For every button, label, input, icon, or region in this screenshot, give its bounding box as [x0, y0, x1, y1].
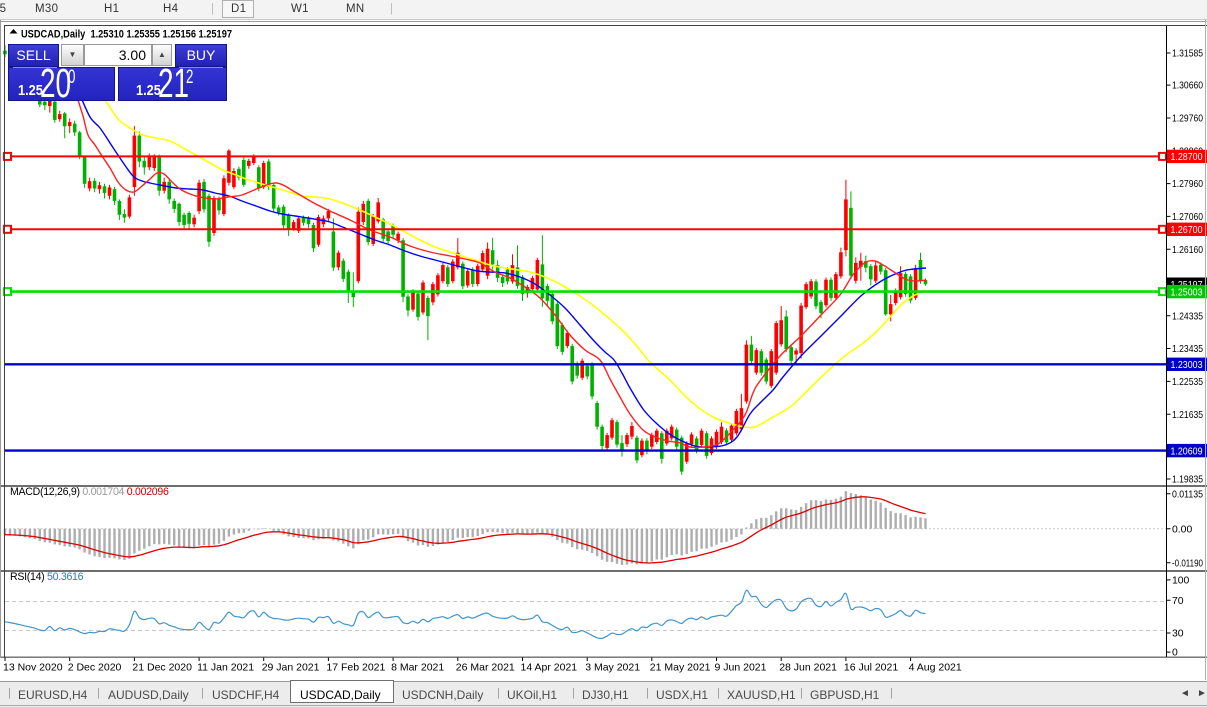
svg-text:1.27960: 1.27960	[1172, 179, 1203, 190]
svg-text:1.24335: 1.24335	[1172, 311, 1203, 322]
svg-text:1.28700: 1.28700	[1171, 152, 1203, 163]
svg-text:1.25003: 1.25003	[1171, 287, 1203, 298]
svg-text:1.31585: 1.31585	[1172, 49, 1203, 60]
svg-text:14 Apr 2021: 14 Apr 2021	[521, 662, 578, 674]
svg-text:2 Dec 2020: 2 Dec 2020	[68, 662, 122, 674]
svg-text:1.21635: 1.21635	[1172, 410, 1203, 421]
svg-text:13 Nov 2020: 13 Nov 2020	[3, 662, 63, 674]
svg-text:1.29760: 1.29760	[1172, 114, 1203, 125]
svg-text:21 May 2021: 21 May 2021	[650, 662, 711, 674]
svg-text:1.30660: 1.30660	[1172, 81, 1203, 92]
svg-text:3 May 2021: 3 May 2021	[585, 662, 640, 674]
svg-text:RSI(14) 50.3616: RSI(14) 50.3616	[10, 571, 84, 583]
svg-text:28 Jun 2021: 28 Jun 2021	[779, 662, 837, 674]
svg-text:0: 0	[1172, 648, 1178, 659]
svg-text:8 Mar 2021: 8 Mar 2021	[391, 662, 444, 674]
svg-text:26 Mar 2021: 26 Mar 2021	[456, 662, 515, 674]
svg-text:1.26160: 1.26160	[1172, 245, 1203, 256]
svg-text:4 Aug 2021: 4 Aug 2021	[909, 662, 962, 674]
svg-text:30: 30	[1172, 629, 1184, 640]
svg-text:70: 70	[1172, 596, 1184, 607]
svg-text:17 Feb 2021: 17 Feb 2021	[326, 662, 385, 674]
svg-text:1.23003: 1.23003	[1171, 360, 1203, 371]
svg-text:11 Jan 2021: 11 Jan 2021	[197, 662, 254, 674]
svg-text:1.27060: 1.27060	[1172, 212, 1203, 223]
svg-text:1.23435: 1.23435	[1172, 344, 1203, 355]
svg-text:-0.01190: -0.01190	[1172, 558, 1203, 569]
svg-text:0.00: 0.00	[1172, 524, 1192, 535]
svg-text:1.19835: 1.19835	[1172, 475, 1203, 486]
svg-text:29 Jan 2021: 29 Jan 2021	[262, 662, 320, 674]
svg-text:21 Dec 2020: 21 Dec 2020	[132, 662, 192, 674]
svg-text:0.01135: 0.01135	[1172, 489, 1203, 500]
svg-text:USDCAD,Daily 1.25310 1.25355: USDCAD,Daily 1.25310 1.25355 1.25156 1.2…	[21, 29, 232, 41]
svg-text:9 Jun 2021: 9 Jun 2021	[715, 662, 767, 674]
svg-text:16 Jul 2021: 16 Jul 2021	[844, 662, 898, 674]
svg-text:100: 100	[1172, 576, 1190, 587]
svg-text:1.20609: 1.20609	[1171, 446, 1203, 457]
svg-text:MACD(12,26,9) 0.001704 0.00209: MACD(12,26,9) 0.001704 0.002096	[10, 486, 169, 498]
svg-text:1.26700: 1.26700	[1171, 225, 1203, 236]
svg-text:1.22535: 1.22535	[1172, 377, 1203, 388]
